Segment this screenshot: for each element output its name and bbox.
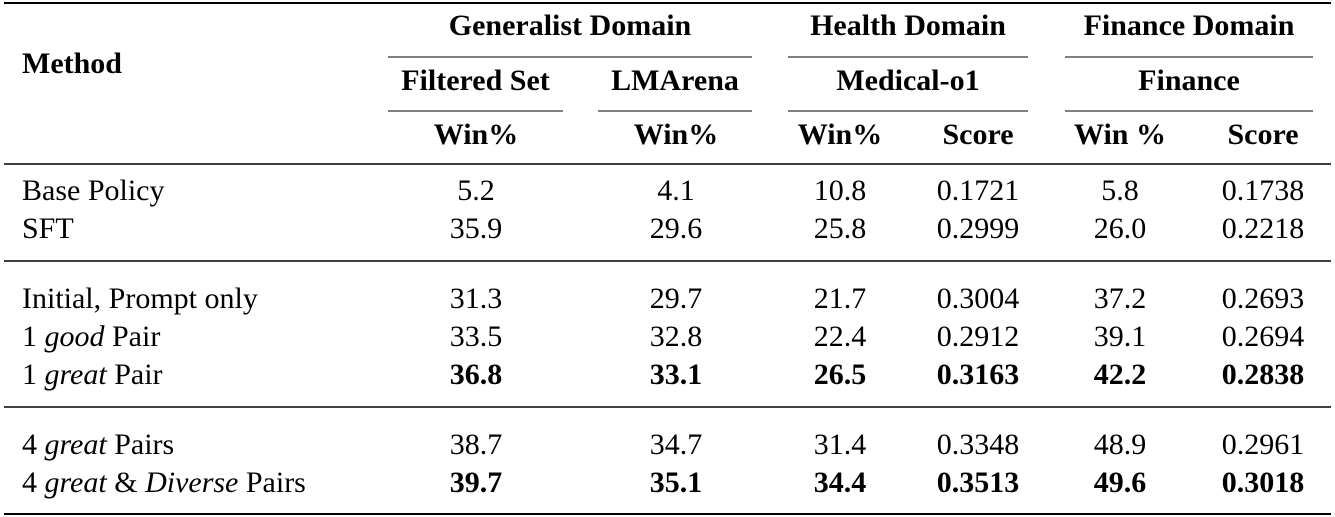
method-text: Pairs <box>238 466 306 499</box>
method-cell: 1 great Pair <box>22 358 163 391</box>
method-text: good <box>45 320 106 353</box>
metric-header: Win% <box>434 118 518 151</box>
value-cell: 0.3348 <box>937 428 1020 461</box>
value-cell: 38.7 <box>450 428 503 461</box>
subgroup-header: Filtered Set <box>401 64 550 97</box>
value-cell: 31.4 <box>814 428 867 461</box>
value-cell: 42.2 <box>1094 358 1147 391</box>
method-text: great <box>45 466 108 499</box>
value-cell: 0.1738 <box>1222 174 1305 207</box>
value-cell: 32.8 <box>650 320 703 353</box>
value-cell: 39.1 <box>1094 320 1147 353</box>
value-cell: 0.1721 <box>937 174 1020 207</box>
method-text: great <box>45 358 108 391</box>
value-cell: 33.5 <box>450 320 503 353</box>
method-text: Initial, Prompt only <box>22 282 258 315</box>
value-cell: 0.2218 <box>1222 212 1305 245</box>
metric-header: Win% <box>634 118 718 151</box>
value-cell: 34.4 <box>814 466 867 499</box>
method-text: 1 <box>22 358 45 391</box>
value-cell: 0.2912 <box>937 320 1020 353</box>
method-text: Pairs <box>107 428 175 461</box>
value-cell: 29.6 <box>650 212 703 245</box>
method-cell: 4 great & Diverse Pairs <box>22 466 306 499</box>
value-cell: 31.3 <box>450 282 503 315</box>
subgroup-header: LMArena <box>611 64 739 97</box>
method-text: 1 <box>22 320 45 353</box>
subgroup-header: Finance <box>1138 64 1240 97</box>
value-cell: 49.6 <box>1094 466 1147 499</box>
value-cell: 0.2999 <box>937 212 1020 245</box>
value-cell: 0.2693 <box>1222 282 1305 315</box>
value-cell: 25.8 <box>814 212 867 245</box>
method-header: Method <box>22 47 122 80</box>
value-cell: 33.1 <box>650 358 703 391</box>
subgroup-header: Medical-o1 <box>836 64 979 97</box>
metric-header: Win% <box>798 118 882 151</box>
value-cell: 0.2694 <box>1222 320 1305 353</box>
value-cell: 34.7 <box>650 428 703 461</box>
method-cell: 4 great Pairs <box>22 428 174 461</box>
method-cell: Initial, Prompt only <box>22 282 258 315</box>
value-cell: 35.1 <box>650 466 703 499</box>
value-cell: 22.4 <box>814 320 867 353</box>
method-cell: Base Policy <box>22 174 165 207</box>
value-cell: 5.8 <box>1101 174 1139 207</box>
metric-header: Score <box>942 118 1013 151</box>
value-cell: 0.3018 <box>1222 466 1305 499</box>
value-cell: 0.2961 <box>1222 428 1305 461</box>
group-header: Finance Domain <box>1084 9 1295 42</box>
method-text: Diverse <box>144 466 238 499</box>
method-cell: 1 good Pair <box>22 320 160 353</box>
method-text: great <box>45 428 108 461</box>
value-cell: 26.5 <box>814 358 867 391</box>
value-cell: 0.2838 <box>1222 358 1305 391</box>
method-text: & <box>107 466 145 499</box>
metric-header: Win % <box>1074 118 1166 151</box>
value-cell: 36.8 <box>450 358 503 391</box>
method-cell: SFT <box>22 212 74 245</box>
value-cell: 35.9 <box>450 212 503 245</box>
value-cell: 4.1 <box>657 174 695 207</box>
method-text: 4 <box>22 466 45 499</box>
value-cell: 0.3163 <box>937 358 1020 391</box>
value-cell: 39.7 <box>450 466 503 499</box>
method-text: 4 <box>22 428 45 461</box>
value-cell: 29.7 <box>650 282 703 315</box>
value-cell: 5.2 <box>457 174 495 207</box>
method-text: Base Policy <box>22 174 165 207</box>
value-cell: 21.7 <box>814 282 867 315</box>
value-cell: 0.3004 <box>937 282 1020 315</box>
value-cell: 0.3513 <box>937 466 1020 499</box>
value-cell: 48.9 <box>1094 428 1147 461</box>
value-cell: 10.8 <box>814 174 867 207</box>
group-header: Generalist Domain <box>449 9 692 42</box>
method-text: Pair <box>107 358 163 391</box>
method-text: SFT <box>22 212 74 245</box>
value-cell: 37.2 <box>1094 282 1147 315</box>
value-cell: 26.0 <box>1094 212 1147 245</box>
group-header: Health Domain <box>810 9 1006 42</box>
metric-header: Score <box>1227 118 1298 151</box>
method-text: Pair <box>105 320 161 353</box>
